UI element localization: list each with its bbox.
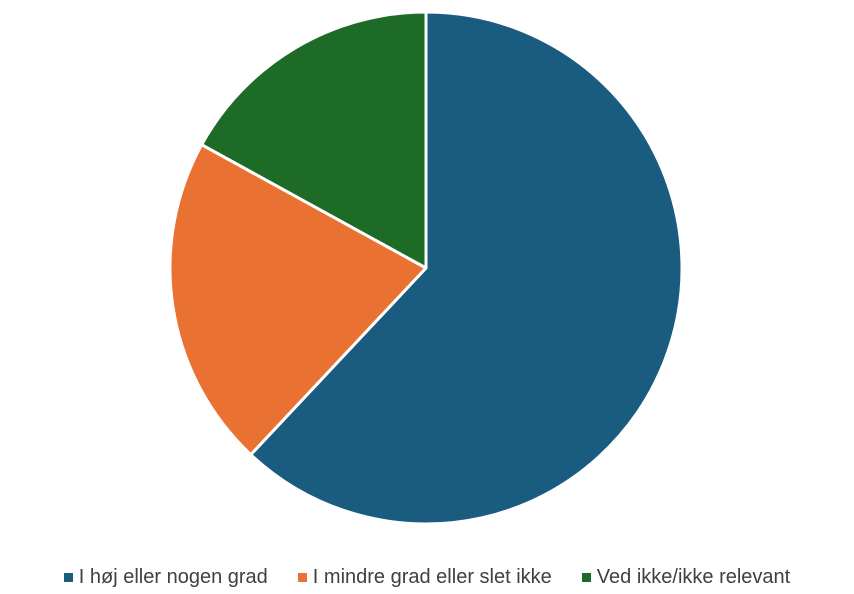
legend-swatch-3 bbox=[581, 573, 591, 582]
pie-slice-1 bbox=[249, 10, 684, 526]
legend-item-1: I høj eller nogen grad bbox=[63, 566, 268, 589]
legend-label-1: I høj eller nogen grad bbox=[78, 566, 268, 588]
legend-item-3: Ved ikke/ikke relevant bbox=[581, 566, 791, 589]
legend-swatch-1 bbox=[63, 573, 73, 582]
legend-label-3: Ved ikke/ikke relevant bbox=[596, 566, 791, 588]
legend-swatch-2 bbox=[297, 573, 307, 582]
pie-slice-3 bbox=[200, 10, 428, 270]
legend-item-2: I mindre grad eller slet ikke bbox=[297, 566, 552, 589]
legend: I høj eller nogen grad I mindre grad ell… bbox=[0, 566, 854, 589]
legend-label-2: I mindre grad eller slet ikke bbox=[312, 566, 552, 588]
pie-slice-2 bbox=[168, 143, 428, 457]
pie-slices bbox=[168, 10, 684, 526]
